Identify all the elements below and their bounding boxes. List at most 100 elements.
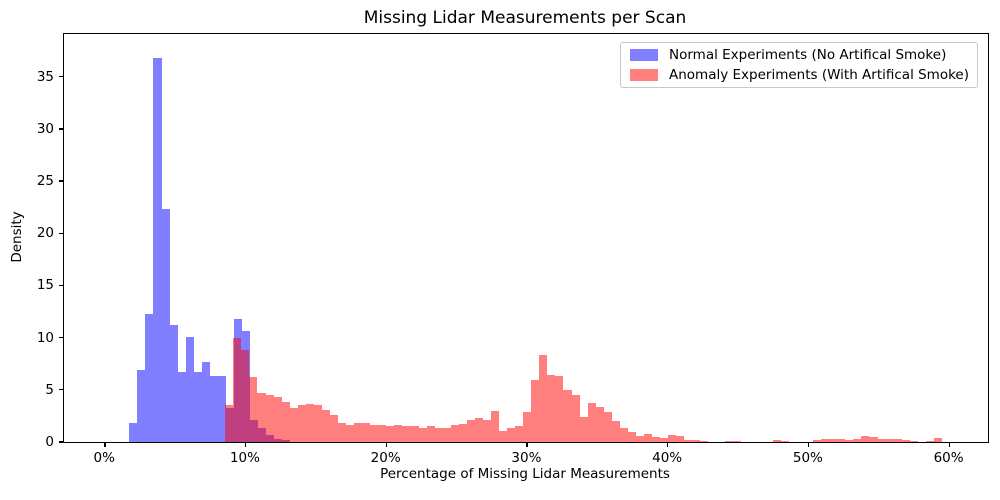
histogram-bar-normal (137, 370, 146, 442)
histogram-bar-normal (129, 423, 138, 442)
histogram-bar-anomaly (925, 440, 934, 442)
histogram-bar-anomaly (321, 409, 330, 442)
histogram-bar-anomaly (909, 440, 918, 442)
histogram-bar-anomaly (507, 428, 516, 442)
legend-box: Normal Experiments (No Artifical Smoke) … (620, 42, 978, 88)
histogram-bar-anomaly (635, 436, 644, 442)
histogram-bar-anomaly (515, 426, 524, 442)
histogram-bar-anomaly (346, 424, 355, 442)
histogram-bar-anomaly (490, 411, 500, 442)
histogram-bar-anomaly (297, 405, 306, 442)
y-axis-tick-label: 20 (36, 225, 54, 242)
histogram-bar-anomaly (901, 439, 910, 442)
histogram-bar-anomaly (233, 338, 242, 442)
histogram-bar-anomaly (845, 439, 854, 442)
plot-area: 0% 10% 20% 30% 40% 50% 60% 0 5 10 15 20 25 30 35 (37, 33, 989, 466)
histogram-bar-anomaly (362, 423, 371, 442)
histogram-bar-normal (193, 371, 202, 442)
histogram-bar-anomaly (499, 430, 508, 442)
histogram-bar-anomaly (603, 411, 612, 442)
histogram-bar-anomaly (265, 394, 274, 442)
histogram-bar-anomaly (370, 424, 379, 442)
histogram-bar-anomaly (354, 423, 363, 442)
histogram-bar-anomaly (619, 427, 628, 442)
histogram-bar-anomaly (877, 439, 886, 442)
histogram-bar-anomaly (305, 403, 314, 442)
histogram-bar-anomaly (410, 426, 419, 442)
x-axis-tick-label: 0% (93, 450, 115, 466)
y-axis-tick-label: 35 (36, 68, 54, 85)
histogram-bar-anomaly (853, 438, 862, 442)
y-axis-tick-label: 10 (36, 329, 54, 346)
histogram-bar-normal (161, 209, 170, 442)
histogram-bar-anomaly (442, 427, 451, 442)
x-axis-tick (807, 442, 810, 447)
histogram-bar-anomaly (338, 422, 347, 442)
histogram-bar-anomaly (434, 427, 443, 442)
histogram-bar-anomaly (281, 401, 290, 442)
x-axis-tick-label: 30% (511, 450, 542, 466)
histogram-bar-anomaly (523, 411, 532, 442)
histogram-bar-anomaly (402, 426, 411, 442)
histogram-bar-anomaly (394, 424, 403, 442)
histogram-bar-anomaly (225, 405, 234, 442)
histogram-bar-anomaly (329, 415, 338, 442)
x-axis-tick (667, 442, 669, 447)
histogram-bar-anomaly (563, 390, 572, 442)
histogram-bar-anomaly (547, 375, 556, 442)
histogram-bar-anomaly (378, 424, 387, 442)
histogram-bar-anomaly (732, 441, 741, 442)
histogram-bar-anomaly (869, 436, 878, 442)
normal-series-swatch (630, 49, 658, 61)
histogram-bar-anomaly (587, 403, 596, 442)
histogram-bar-anomaly (257, 392, 266, 442)
histogram-bar-anomaly (893, 438, 902, 442)
histogram-bar-anomaly (933, 437, 942, 442)
y-axis-tick (59, 232, 64, 234)
y-axis-tick-label: 5 (45, 381, 54, 398)
x-axis-tick (948, 442, 950, 447)
histogram-bar-anomaly (627, 432, 636, 442)
histogram-bar-anomaly (313, 405, 322, 442)
histogram-bar-anomaly (386, 426, 395, 442)
y-axis-tick-label: 25 (36, 173, 54, 190)
histogram-bar-anomaly (273, 397, 282, 442)
histogram-bar-anomaly (458, 423, 467, 442)
histogram-bar-normal (185, 336, 194, 442)
y-axis-tick (59, 441, 64, 443)
y-axis-tick (59, 337, 64, 339)
y-axis-tick (59, 76, 64, 78)
histogram-bar-anomaly (772, 440, 781, 442)
histogram-bar-anomaly (595, 407, 604, 442)
histogram-bar-anomaly (829, 439, 838, 442)
histogram-bar-anomaly (249, 377, 258, 442)
histogram-bar-normal (201, 361, 210, 442)
histogram-bar-anomaly (821, 439, 830, 442)
legend-item-anomaly: Anomaly Experiments (With Artifical Smok… (630, 67, 969, 83)
histogram-bar-anomaly (531, 380, 540, 442)
histogram-bar-anomaly (724, 440, 733, 442)
histogram-bar-anomaly (684, 439, 693, 442)
histogram-bar-anomaly (813, 439, 822, 442)
histogram-bar-anomaly (474, 418, 483, 442)
chart-title: Missing Lidar Measurements per Scan (363, 8, 687, 28)
y-axis-tick (59, 389, 64, 391)
histogram-bar-normal (145, 313, 154, 442)
histogram-bar-anomaly (482, 420, 491, 442)
x-axis-tick (385, 442, 387, 447)
histogram-bar-anomaly (450, 424, 459, 442)
legend-item-normal: Normal Experiments (No Artifical Smoke) (630, 47, 968, 63)
histogram-bar-anomaly (780, 440, 789, 442)
histogram-bar-anomaly (885, 439, 894, 442)
y-axis-tick-label: 15 (36, 277, 54, 294)
histogram-bar-anomaly (700, 441, 709, 442)
histogram-bar-anomaly (660, 438, 669, 442)
histogram-bar-anomaly (579, 416, 588, 442)
x-axis-label: Percentage of Missing Lidar Measurements (380, 466, 670, 482)
histogram-bar-normal (169, 325, 178, 442)
histogram-bar-anomaly (539, 355, 548, 442)
x-axis-tick-label: 50% (792, 450, 823, 466)
histogram-bar-anomaly (611, 421, 620, 442)
histogram-bar-anomaly (676, 435, 685, 442)
histogram-bar-anomaly (837, 438, 846, 442)
